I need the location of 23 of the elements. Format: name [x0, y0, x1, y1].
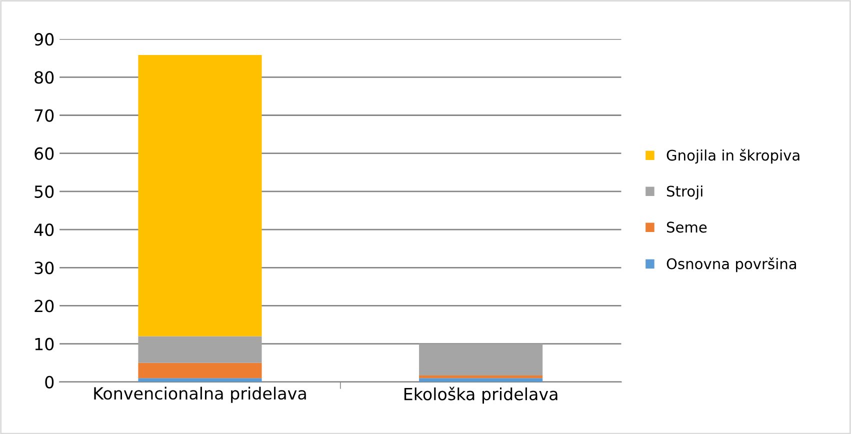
y-tick-label: 60 — [34, 147, 54, 160]
bar — [419, 375, 543, 378]
x-tick-label: Ekološka pridelava — [404, 386, 558, 404]
bar — [419, 378, 543, 382]
bar — [138, 55, 262, 336]
y-tick-label: 10 — [35, 338, 54, 350]
y-tick-label: 20 — [34, 300, 54, 312]
bar — [138, 378, 262, 382]
legend-label: Gnojila in škropiva — [666, 148, 800, 164]
legend-label: Stroji — [666, 185, 702, 200]
legend-label: Osnovna površina — [666, 257, 796, 272]
y-tick-label: 90 — [34, 33, 54, 46]
x-tick-label: Konvencionalna pridelava — [94, 386, 306, 403]
legend-label: Seme — [666, 222, 707, 233]
y-tick-label: 30 — [34, 262, 54, 274]
bar — [138, 362, 262, 378]
y-tick-label: 80 — [34, 71, 54, 84]
y-tick-label: 0 — [45, 376, 54, 388]
bar — [419, 344, 543, 376]
y-tick-label: 50 — [34, 185, 54, 198]
y-tick-label: 40 — [34, 224, 54, 236]
bar — [138, 336, 262, 363]
y-tick-label: 70 — [34, 109, 54, 122]
